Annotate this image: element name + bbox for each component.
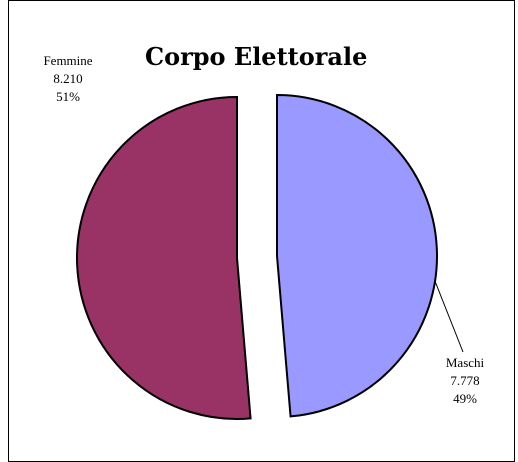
slice-percent-maschi: 49%: [453, 391, 477, 406]
slice-name-femmine: Femmine: [43, 53, 93, 68]
leader-line-maschi: [434, 281, 464, 353]
chart-title: Corpo Elettorale: [145, 42, 368, 71]
slice-value-femmine: 8.210: [53, 71, 83, 86]
slice-percent-femmine: 51%: [56, 89, 80, 104]
data-label-femmine: Femmine 8.210 51%: [28, 52, 108, 106]
slice-value-maschi: 7.778: [450, 373, 480, 388]
data-label-maschi: Maschi 7.778 49%: [425, 354, 505, 408]
slice-name-maschi: Maschi: [445, 355, 485, 370]
pie-slice-femmine: [76, 95, 252, 420]
pie-slice-maschi: [276, 93, 438, 418]
